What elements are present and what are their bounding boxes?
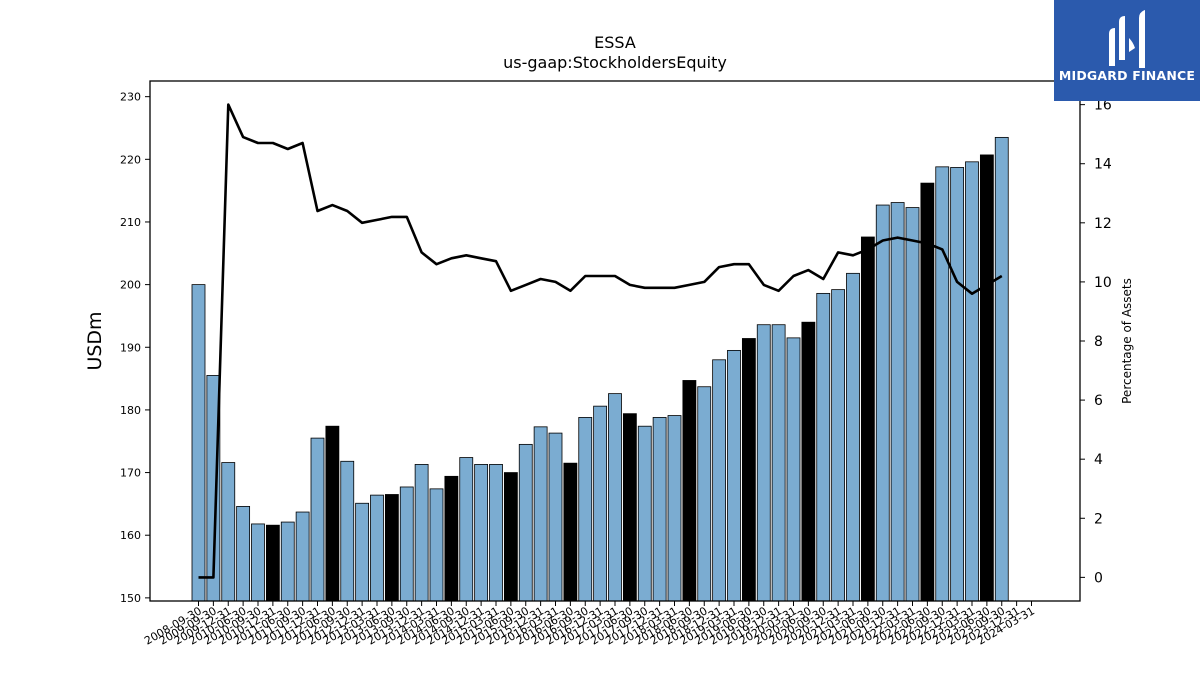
bar [935,166,950,602]
bar [340,460,355,602]
y2-tick-label: 10 [1094,275,1112,291]
bar [548,432,563,602]
bar [652,417,667,602]
y2-tick-label: 4 [1094,452,1103,468]
bar [890,202,905,602]
y-tick-label: 180 [120,404,141,417]
y-axis-label: USDm [84,311,106,370]
y-tick-label: 170 [120,467,141,480]
y-tick-label: 200 [120,279,141,292]
bar [756,324,771,602]
y-tick-label: 220 [120,153,141,166]
bar [399,486,414,602]
bar [280,521,295,602]
plot-frame [149,80,1081,602]
bar [950,167,965,602]
bar [831,289,846,602]
y-tick-label: 160 [120,529,141,542]
bar [846,272,860,602]
midgard-logo-icon [1109,10,1145,68]
y2-tick-label: 0 [1094,570,1103,586]
y-tick-label: 230 [120,91,141,104]
bar [221,462,236,602]
bar [325,425,340,602]
x-axis: 2008-09-302009-09-302009-12-312010-06-30… [142,601,1037,648]
percentage-line [198,103,1003,579]
y-tick-label: 190 [120,341,141,354]
bar [608,393,622,602]
bar [994,136,1009,602]
bar [533,426,548,602]
bar [816,292,831,602]
bar [578,417,593,602]
bar [860,236,875,602]
bar [503,472,518,602]
bar [295,511,310,602]
y2-axis-label: Percentage of Assets [1120,278,1134,404]
y2-tick-label: 16 [1094,98,1112,114]
bar [712,359,727,602]
y2-tick-label: 14 [1094,157,1112,173]
y2-tick-label: 2 [1094,511,1103,527]
bar [489,464,503,602]
bar [786,337,801,602]
y2-tick-label: 6 [1094,393,1103,409]
bar [384,494,399,602]
bar [965,161,979,602]
bar [593,405,608,602]
chart-subtitle: us-gaap:StockholdersEquity [503,53,727,72]
bar-series [191,136,1009,602]
y-axis: 150 160 170 180 190 200 210 220 230 [120,91,150,605]
line-series [198,103,1003,579]
bar [801,321,816,602]
y2-axis: 0 2 4 6 8 10 12 14 16 [1080,98,1112,586]
bar [444,475,459,602]
bar [191,284,206,602]
bar [474,464,489,602]
bar [727,349,741,602]
chart-title: ESSA [594,33,636,52]
bar [251,523,265,602]
bar [905,207,920,602]
bar [310,437,325,602]
bar [622,413,637,602]
bar [979,154,994,602]
bar [236,505,251,602]
y-tick-label: 210 [120,216,141,229]
bar [667,415,682,602]
bar [370,494,384,602]
bar [355,502,370,602]
bar [265,524,280,602]
bar [429,488,444,602]
bar [875,204,890,602]
bar [682,380,697,602]
brand-logo: MIDGARD FINANCE [1054,0,1200,101]
bar [414,464,429,602]
bar [741,338,756,602]
bar [771,324,786,602]
brand-name: MIDGARD FINANCE [1058,68,1196,83]
bar [518,443,533,602]
y-tick-label: 150 [120,592,141,605]
y2-tick-label: 8 [1094,334,1103,350]
bar [459,457,474,602]
y2-tick-label: 12 [1094,216,1112,232]
bar [563,462,578,602]
bar [637,425,652,602]
bar [697,386,712,602]
